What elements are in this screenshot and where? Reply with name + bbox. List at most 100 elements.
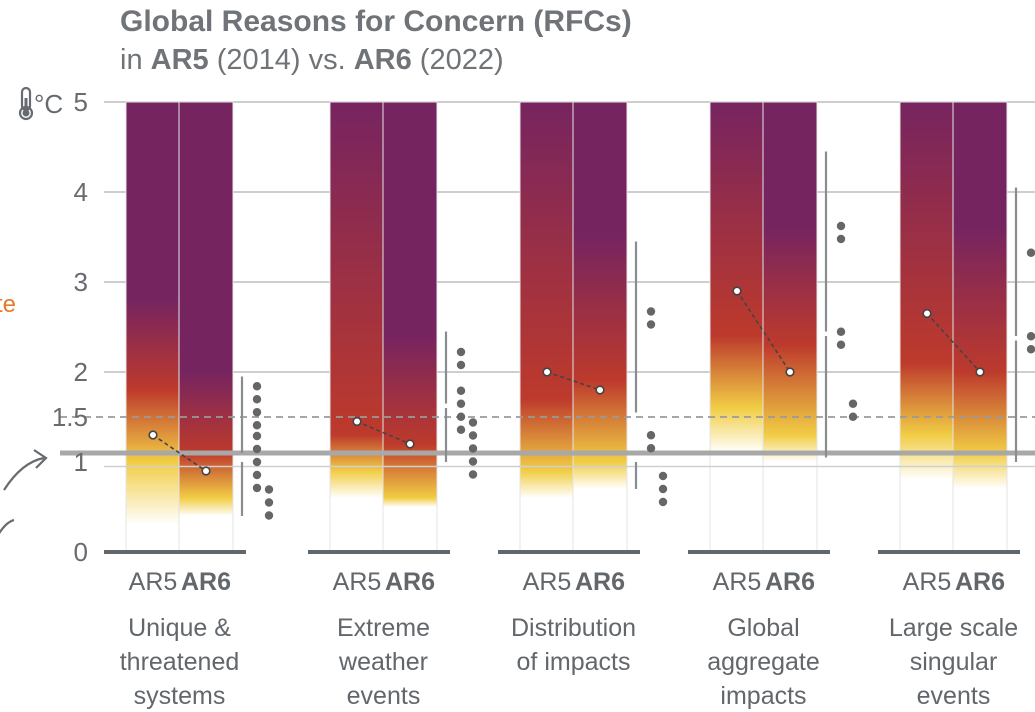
bar-ar5 <box>520 102 574 552</box>
group-label-line: Global <box>727 614 799 642</box>
transition-point <box>148 430 158 440</box>
confidence-dot <box>456 425 466 434</box>
confidence-dot <box>252 483 262 493</box>
bar-ar6 <box>763 102 817 552</box>
group-label-line: impacts <box>720 682 806 710</box>
bar-ar6 <box>953 102 1007 552</box>
bar-ar5 <box>900 102 954 552</box>
bar-ar5 <box>330 102 384 552</box>
group-label-line: aggregate <box>707 648 820 676</box>
bar-ar6 <box>383 102 437 552</box>
y-tick-label: 3 <box>74 267 88 297</box>
subtitle-ar5-year: (2014) vs. <box>208 44 354 76</box>
confidence-dot <box>836 234 846 244</box>
confidence-dot <box>468 470 478 479</box>
bar-label-ar5: AR5 <box>713 568 762 596</box>
confidence-dot <box>252 457 262 467</box>
transition-connector <box>152 434 207 472</box>
subtitle-ar6: AR6 <box>353 44 412 76</box>
confidence-dot <box>658 471 668 481</box>
transition-point <box>542 367 552 377</box>
bar-layer <box>125 101 1008 553</box>
transition-point <box>785 367 795 377</box>
confidence-dot <box>836 327 846 336</box>
confidence-dot <box>456 399 466 408</box>
confidence-dot <box>646 431 656 440</box>
group-label-line: systems <box>134 682 226 710</box>
confidence-dot <box>252 395 262 404</box>
transition-point <box>975 367 985 377</box>
confidence-dot <box>252 382 262 391</box>
confidence-dot <box>252 408 262 417</box>
confidence-dot <box>264 485 274 494</box>
confidence-dot <box>456 412 466 421</box>
confidence-dot <box>456 360 466 370</box>
confidence-dot <box>646 444 656 453</box>
curved-tail <box>0 518 15 534</box>
confidence-dot <box>456 386 466 395</box>
bar-ar6 <box>179 102 233 552</box>
bar-label-ar6: AR6 <box>955 568 1005 596</box>
confidence-dot <box>646 307 656 316</box>
confidence-dot <box>468 444 478 453</box>
bar-label-ar6: AR6 <box>181 568 231 596</box>
confidence-dot <box>646 320 656 329</box>
y-tick-label: 4 <box>74 177 88 207</box>
confidence-dot <box>1026 248 1035 257</box>
bar-ar5 <box>126 102 180 552</box>
bar-label-ar5: AR5 <box>129 568 178 596</box>
bar-label-ar5: AR5 <box>333 568 382 596</box>
subtitle-prefix: in <box>120 44 151 76</box>
group-label-line: weather <box>338 648 428 676</box>
confidence-dot <box>848 412 858 421</box>
group-label-line: threatened <box>120 648 240 676</box>
bar-label-ar6: AR6 <box>765 568 815 596</box>
confidence-dot <box>252 421 262 430</box>
confidence-dot <box>836 221 846 231</box>
bar-ar5 <box>710 102 764 552</box>
transition-point <box>922 308 932 319</box>
group-label-line: Distribution <box>511 614 636 642</box>
confidence-dot <box>658 497 668 507</box>
chart-subtitle: in AR5 (2014) vs. AR6 (2022) <box>120 42 504 78</box>
bar-label-ar5: AR5 <box>903 568 952 596</box>
bar-label-ar6: AR6 <box>385 568 435 596</box>
transition-point <box>405 439 415 449</box>
transition-point <box>352 416 362 427</box>
confidence-dot <box>836 340 846 349</box>
group-label-line: singular <box>910 648 998 676</box>
confidence-dot <box>264 498 274 507</box>
confidence-dot <box>468 431 478 440</box>
confidence-dot <box>252 431 262 441</box>
confidence-dot <box>252 444 262 454</box>
confidence-dot <box>264 511 274 520</box>
thermometer-icon <box>18 86 34 121</box>
confidence-dot <box>658 484 668 494</box>
group-label-line: Large scale <box>889 614 1018 642</box>
y-tick-label: 1.5 <box>52 402 88 432</box>
confidence-dot <box>1026 332 1035 341</box>
confidence-dot <box>468 457 478 466</box>
y-axis-unit: °C <box>34 89 63 119</box>
bar-ar6 <box>573 102 627 552</box>
y-tick-label: 5 <box>74 87 88 117</box>
chart-title: Global Reasons for Concern (RFCs) <box>120 5 632 38</box>
group-label-line: Extreme <box>337 614 430 642</box>
confidence-dot <box>468 418 478 427</box>
transition-connector <box>926 312 981 373</box>
curved-arrow-head <box>33 449 48 469</box>
subtitle-ar5: AR5 <box>150 44 209 76</box>
curved-arrow <box>3 456 45 491</box>
subtitle-ar6-year: (2022) <box>411 44 504 76</box>
confidence-dot <box>456 347 466 357</box>
marker-layer <box>148 151 1035 520</box>
group-label-line: Unique & <box>128 614 231 642</box>
transition-point <box>201 466 211 476</box>
transition-connector <box>736 290 791 373</box>
reference-lines <box>60 416 1035 554</box>
transition-connector <box>356 420 411 445</box>
group-label-line: of impacts <box>517 648 631 676</box>
transition-point <box>732 286 742 296</box>
